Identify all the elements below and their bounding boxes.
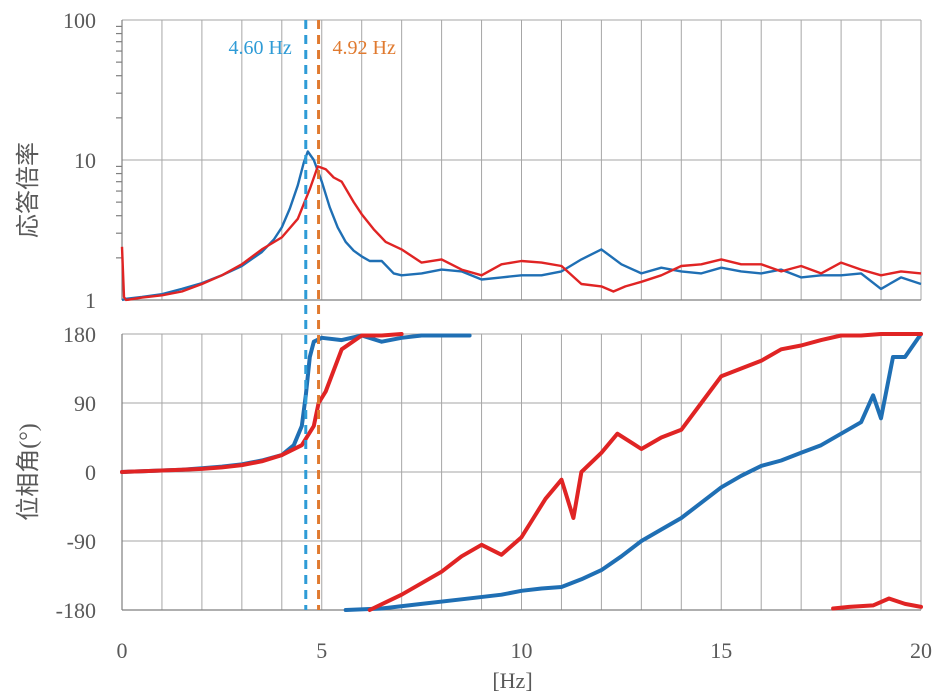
y-tick-label: 100 xyxy=(63,8,96,33)
phase-angle-series-5 xyxy=(831,596,923,611)
x-tick-label: 10 xyxy=(511,638,533,663)
phase-angle-series-4 xyxy=(367,332,923,612)
phase-angle-series-3 xyxy=(120,332,404,474)
phase-angle-series-1 xyxy=(120,333,472,474)
resonance-label: 4.60 Hz xyxy=(228,37,291,59)
top-plot-series xyxy=(120,150,922,302)
axis-labels: 1 10 100 180 90 0 -90 -180 0 5 10 15 20 [Hz] 応答倍率位相角(°… xyxy=(15,8,932,693)
x-tick-label: 20 xyxy=(910,638,932,663)
y-tick-label: 1 xyxy=(85,288,96,313)
phase-angle-series-2 xyxy=(343,332,923,612)
y-axis-title-top: 応答倍率 xyxy=(15,142,42,238)
bottom-plot-grid xyxy=(121,333,922,611)
top-plot-grid xyxy=(116,19,922,301)
resonance-markers: 4.60 Hz 4.92 Hz xyxy=(228,20,396,610)
y-tick-label: -90 xyxy=(67,529,96,554)
y-tick-label: 90 xyxy=(74,391,96,416)
bottom-plot-series xyxy=(120,332,923,612)
resonance-label: 4.92 Hz xyxy=(333,37,396,59)
x-tick-label: 15 xyxy=(710,638,732,663)
response-ratio-series-2 xyxy=(120,165,922,302)
y-axis-title-bottom: 位相角(°) xyxy=(15,423,42,521)
y-tick-label: 180 xyxy=(63,322,96,347)
x-axis-title: [Hz] xyxy=(492,668,532,693)
x-tick-label: 5 xyxy=(316,638,327,663)
y-axis-title-text: 応答倍率 xyxy=(15,142,42,238)
x-tick-label: 0 xyxy=(117,638,128,663)
y-tick-label: 10 xyxy=(74,148,96,173)
y-axis-title-text: 位相角(°) xyxy=(15,423,42,521)
y-tick-label: -180 xyxy=(56,598,96,623)
y-tick-label: 0 xyxy=(85,460,96,485)
